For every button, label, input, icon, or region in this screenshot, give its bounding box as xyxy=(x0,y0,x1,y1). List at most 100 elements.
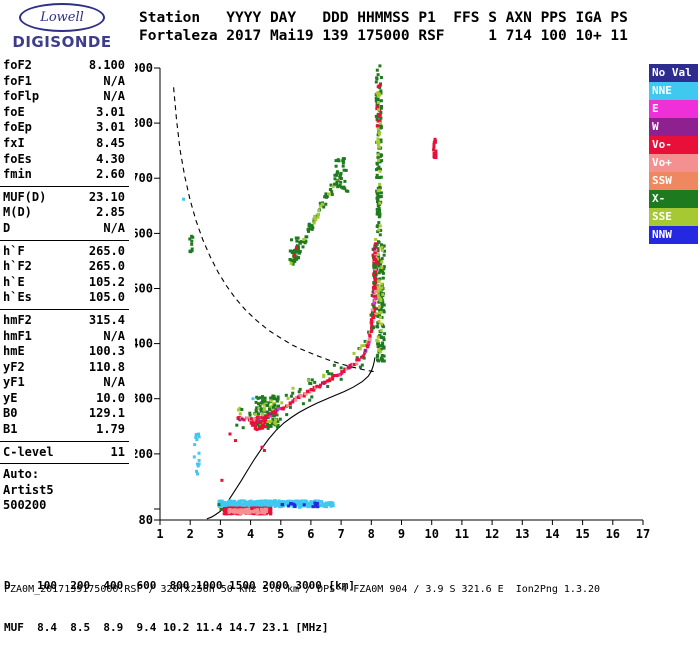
param-h`E: h`E 105.2 xyxy=(0,275,129,291)
param-name: foEs xyxy=(3,151,32,166)
param-name: M(D) xyxy=(3,205,32,220)
x-tick-3: 3 xyxy=(217,527,224,541)
param-name: yF2 xyxy=(3,359,25,374)
param-M(D): M(D) 2.85 xyxy=(0,205,129,221)
autoscaling-line: 500200 xyxy=(3,498,47,513)
legend-w: W xyxy=(649,118,698,136)
legend-e: E xyxy=(649,100,698,118)
param-value: 105.2 xyxy=(88,274,125,289)
param-value: 265.0 xyxy=(88,259,125,274)
x-tick-15: 15 xyxy=(575,527,589,541)
f-layer-trace xyxy=(235,237,378,430)
parameter-group: hmF2 315.4 hmF1 N/A hmE 100.3 yF2 110.8 yF1 N/A yE… xyxy=(0,313,129,442)
param-h`F: h`F 265.0 xyxy=(0,244,129,260)
y-tick-800: 800 xyxy=(135,116,153,130)
y-tick-80: 80 xyxy=(139,513,153,527)
param-value: 3.01 xyxy=(96,104,125,119)
header-labels-line: Station YYYY DAY DDD HHMMSS P1 FFS S AXN… xyxy=(139,10,628,26)
digisonde-wordmark: DIGISONDE xyxy=(12,33,112,51)
autoscaling-line: Auto: xyxy=(3,467,40,482)
param-foFlp: foFlp N/A xyxy=(0,89,129,105)
param-value: N/A xyxy=(103,73,125,88)
param-D: D N/A xyxy=(0,221,129,237)
x-tick-11: 11 xyxy=(455,527,469,541)
param-h`Es: h`Es 105.0 xyxy=(0,290,129,306)
legend-x-: X- xyxy=(649,190,698,208)
param-foEp: foEp 3.01 xyxy=(0,120,129,136)
param-name: h`Es xyxy=(3,290,32,305)
param-value: 129.1 xyxy=(88,406,125,421)
x-tick-10: 10 xyxy=(424,527,438,541)
x-tick-17: 17 xyxy=(636,527,650,541)
param-name: foFlp xyxy=(3,89,40,104)
lowell-digisonde-logo: Lowell DIGISONDE xyxy=(6,3,118,51)
param-value: N/A xyxy=(103,375,125,390)
y-tick-200: 200 xyxy=(135,447,153,461)
param-value: 8.100 xyxy=(88,58,125,72)
y-tick-900: 900 xyxy=(135,61,153,75)
header-values-line: Fortaleza 2017 Mai19 139 175000 RSF 1 71… xyxy=(139,28,628,44)
param-name: B0 xyxy=(3,406,18,421)
x-tick-9: 9 xyxy=(398,527,405,541)
param-value: N/A xyxy=(103,220,125,235)
param-name: hmF2 xyxy=(3,312,32,327)
x-tick-2: 2 xyxy=(187,527,194,541)
param-name: yF1 xyxy=(3,375,25,390)
x-tick-13: 13 xyxy=(515,527,529,541)
param-name: fmin xyxy=(3,167,32,182)
muf-values-row: MUF 8.4 8.5 8.9 9.4 10.2 11.4 14.7 23.1 … xyxy=(4,621,329,634)
legend-ssw: SSW xyxy=(649,172,698,190)
param-value: 110.8 xyxy=(88,359,125,374)
param-value: 10.0 xyxy=(96,390,125,405)
x-tick-4: 4 xyxy=(247,527,254,541)
param-name: D xyxy=(3,220,11,235)
axes: 9008007006005004003002008012345678910111… xyxy=(131,61,650,541)
true-height-profile xyxy=(206,357,376,520)
y-tick-600: 600 xyxy=(135,226,153,240)
x-tick-12: 12 xyxy=(485,527,499,541)
echo-scatter xyxy=(182,64,438,516)
param-name: fxI xyxy=(3,135,25,150)
param-name: hmF1 xyxy=(3,328,32,343)
y-tick-700: 700 xyxy=(135,171,153,185)
param-C-level: C-level 11 xyxy=(0,445,129,461)
ionogram-page: Lowell DIGISONDE Station YYYY DAY DDD HH… xyxy=(0,3,698,634)
param-B0: B0 129.1 xyxy=(0,406,129,422)
param-name: yE xyxy=(3,390,18,405)
param-name: C-level xyxy=(3,444,54,459)
param-foF1: foF1 N/A xyxy=(0,74,129,90)
legend-vo+: Vo+ xyxy=(649,154,698,172)
x-tick-8: 8 xyxy=(368,527,375,541)
parameter-panel: foF2 8.100 foF1 N/A foFlp N/A foE 3.01 foEp 3.01 f… xyxy=(0,58,129,514)
param-h`F2: h`F2 265.0 xyxy=(0,259,129,275)
param-hmF1: hmF1 N/A xyxy=(0,329,129,345)
station-header: Station YYYY DAY DDD HHMMSS P1 FFS S AXN… xyxy=(139,9,628,45)
param-value: 1.79 xyxy=(96,422,125,437)
param-value: 315.4 xyxy=(88,312,125,327)
file-info: FZA0M_2017139175000.RSF / 320fx256h 50 k… xyxy=(4,584,601,595)
muf-table: D 100 200 400 600 800 1000 1500 2000 300… xyxy=(4,551,355,663)
param-name: B1 xyxy=(3,422,18,437)
x-tick-6: 6 xyxy=(307,527,314,541)
legend-no-val: No Val xyxy=(649,64,698,82)
param-value: 8.45 xyxy=(96,135,125,150)
x-tick-1: 1 xyxy=(156,527,163,541)
param-foF2: foF2 8.100 xyxy=(0,58,129,74)
x-tick-5: 5 xyxy=(277,527,284,541)
param-value: 4.30 xyxy=(96,151,125,166)
param-B1: B1 1.79 xyxy=(0,422,129,438)
profile-lines xyxy=(173,87,376,520)
x-tick-16: 16 xyxy=(606,527,620,541)
param-name: h`E xyxy=(3,274,25,289)
param-value: 2.85 xyxy=(96,205,125,220)
param-yF2: yF2 110.8 xyxy=(0,360,129,376)
x-tick-7: 7 xyxy=(337,527,344,541)
param-name: h`F2 xyxy=(3,259,32,274)
parameter-group: C-level 11 xyxy=(0,445,129,465)
legend-nnw: NNW xyxy=(649,226,698,244)
param-value: N/A xyxy=(103,328,125,343)
param-name: foE xyxy=(3,104,25,119)
x-tick-14: 14 xyxy=(545,527,559,541)
param-name: MUF(D) xyxy=(3,189,47,204)
param-name: hmE xyxy=(3,344,25,359)
